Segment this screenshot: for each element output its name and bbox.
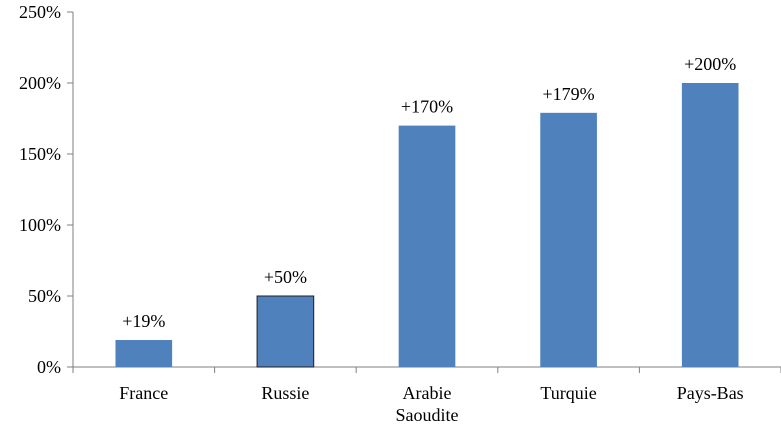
y-tick-label: 150% [19, 144, 61, 164]
labels: +19% France +50% Russie +170% Arabie Saoudite +… [119, 54, 743, 425]
x-tick-label: Arabie Saoudite [396, 383, 459, 425]
data-label: +170% [401, 97, 453, 117]
data-label: +19% [122, 311, 165, 331]
x-tick-label: France [119, 383, 168, 403]
y-tick-label: 250% [19, 2, 61, 22]
bar [115, 340, 173, 367]
bar [398, 125, 456, 367]
y-tick-label: 200% [19, 73, 61, 93]
x-tick-label: Russie [261, 383, 309, 403]
bars [115, 83, 739, 368]
data-label: +50% [264, 267, 307, 287]
axes: 0% 50% 100% 150% 200% 250% [19, 2, 781, 377]
x-tick-label: Turquie [540, 383, 596, 403]
data-label: +200% [684, 54, 736, 74]
data-label: +179% [543, 84, 595, 104]
bar [681, 83, 739, 367]
bar [540, 112, 597, 367]
y-tick-label: 100% [19, 215, 61, 235]
y-tick-label: 0% [37, 357, 61, 377]
bar [256, 295, 315, 368]
y-tick-label: 50% [28, 286, 61, 306]
x-tick-label: Pays-Bas [677, 383, 744, 403]
